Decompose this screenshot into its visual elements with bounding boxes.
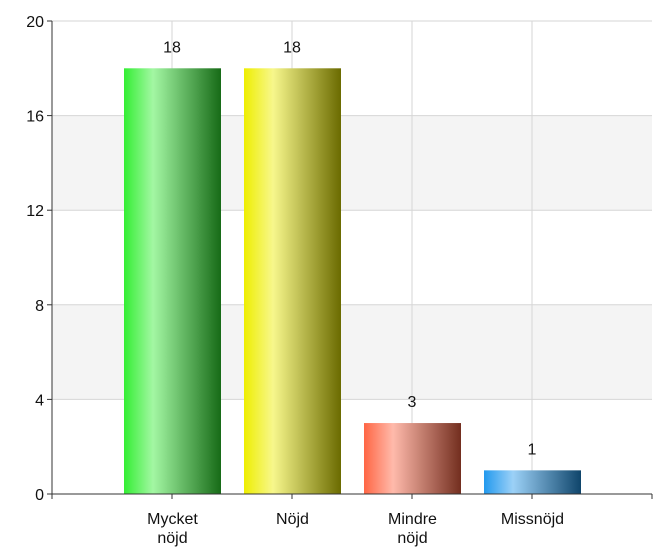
bar <box>364 423 461 494</box>
y-tick-label: 12 <box>26 203 44 220</box>
x-tick-label: Mycket nöjd <box>147 511 198 547</box>
y-tick-label: 20 <box>26 14 44 31</box>
y-tick-label: 16 <box>26 109 44 126</box>
bar <box>244 68 341 495</box>
value-label: 1 <box>528 441 537 458</box>
value-label: 18 <box>163 39 181 56</box>
y-tick-label: 4 <box>35 392 44 409</box>
x-tick-label: Mindre nöjd <box>388 511 437 547</box>
value-label: 18 <box>283 39 301 56</box>
bar <box>124 68 221 495</box>
bar <box>484 470 581 494</box>
y-tick-label: 0 <box>35 487 44 504</box>
value-label: 3 <box>408 394 417 411</box>
x-tick-label: Missnöjd <box>500 511 565 528</box>
y-tick-label: 8 <box>35 298 44 315</box>
x-tick-label: Nöjd <box>276 511 309 528</box>
